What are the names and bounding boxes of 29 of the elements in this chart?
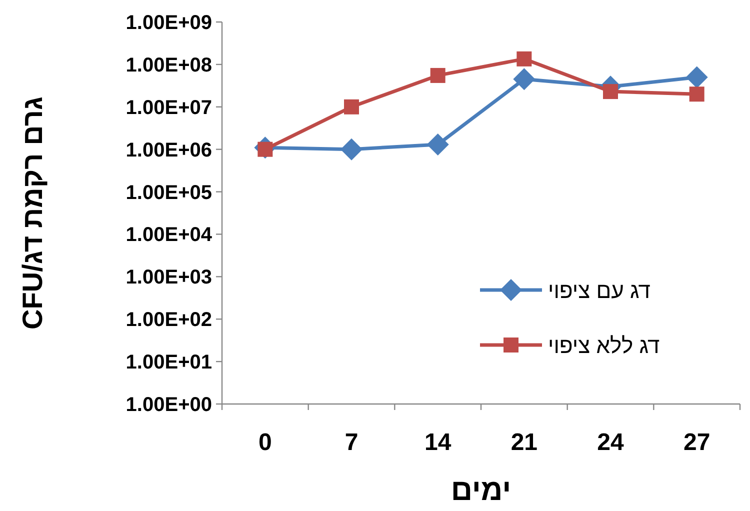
y-axis-title: גרם רקמת דג/CFU bbox=[17, 96, 48, 330]
point bbox=[516, 51, 532, 66]
x-tick-label: 21 bbox=[510, 429, 538, 456]
legend-label: דג ללא ציפוי bbox=[548, 333, 660, 358]
x-tick-label: 14 bbox=[424, 429, 452, 456]
point bbox=[426, 133, 449, 156]
y-tick-label: 1.00E+08 bbox=[126, 54, 212, 76]
y-tick-label: 1.00E+06 bbox=[126, 139, 212, 162]
y-tick-label: 1.00E+09 bbox=[126, 12, 212, 34]
x-tick-label: 24 bbox=[597, 429, 624, 456]
x-tick-label: 7 bbox=[344, 429, 358, 456]
y-tick-label: 1.00E+02 bbox=[126, 309, 212, 332]
point bbox=[689, 86, 704, 102]
point bbox=[430, 68, 446, 83]
y-tick-label: 1.00E+05 bbox=[126, 182, 212, 204]
point bbox=[513, 68, 536, 90]
point bbox=[344, 99, 359, 114]
point bbox=[686, 66, 708, 88]
y-tick-label: 1.00E+07 bbox=[126, 96, 212, 119]
y-tick-label: 1.00E+00 bbox=[126, 394, 212, 416]
y-tick-label: 1.00E+04 bbox=[126, 224, 213, 246]
x-tick-label: 0 bbox=[258, 429, 272, 456]
y-tick-label: 1.00E+01 bbox=[126, 352, 212, 374]
point bbox=[340, 138, 362, 160]
legend-label: דג עם ציפוי bbox=[548, 278, 650, 303]
x-axis-title: ימים bbox=[450, 474, 512, 507]
x-tick-label: 27 bbox=[683, 429, 710, 456]
y-tick-label: 1.00E+03 bbox=[126, 266, 212, 289]
point bbox=[603, 84, 618, 100]
